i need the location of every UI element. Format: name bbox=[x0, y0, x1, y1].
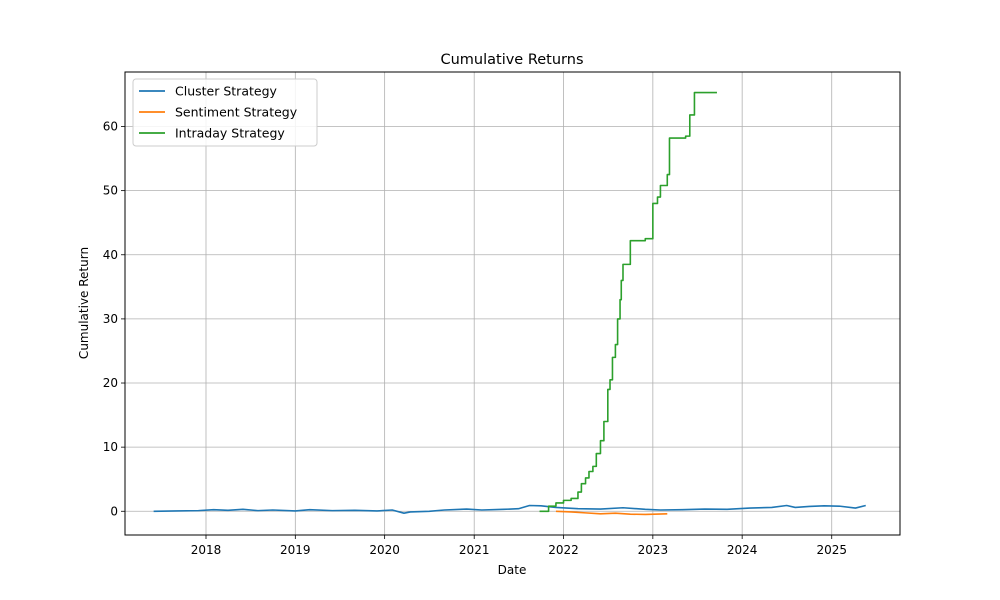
legend-label: Intraday Strategy bbox=[175, 126, 285, 141]
x-tick-label: 2019 bbox=[280, 543, 311, 557]
y-tick-label: 60 bbox=[103, 120, 118, 134]
y-axis-label: Cumulative Return bbox=[77, 247, 91, 359]
series-line-cluster-strategy bbox=[153, 504, 866, 514]
y-ticks: 0 10 20 30 40 50 60 bbox=[103, 120, 125, 518]
y-tick-label: 0 bbox=[110, 504, 118, 518]
x-ticks: 2018 2019 2020 2021 2022 2023 2024 2025 bbox=[191, 535, 847, 557]
legend-box bbox=[132, 78, 318, 147]
series-line-sentiment-strategy bbox=[555, 510, 668, 516]
x-tick-label: 2020 bbox=[369, 543, 400, 557]
series-layer bbox=[153, 91, 866, 516]
y-tick-label: 20 bbox=[103, 376, 118, 390]
legend: Cluster Strategy Sentiment Strategy Intrad… bbox=[132, 78, 318, 147]
plot-frame bbox=[124, 71, 901, 536]
y-tick-label: 50 bbox=[103, 184, 118, 198]
x-tick-label: 2022 bbox=[548, 543, 579, 557]
x-tick-label: 2025 bbox=[816, 543, 847, 557]
x-tick-label: 2021 bbox=[459, 543, 490, 557]
x-axis-label: Date bbox=[498, 563, 527, 577]
y-tick-label: 30 bbox=[103, 312, 118, 326]
chart-title: Cumulative Returns bbox=[440, 52, 583, 68]
x-tick-label: 2023 bbox=[638, 543, 669, 557]
legend-label: Sentiment Strategy bbox=[175, 105, 298, 120]
legend-label: Cluster Strategy bbox=[175, 84, 278, 99]
y-tick-label: 10 bbox=[103, 440, 118, 454]
y-tick-label: 40 bbox=[103, 248, 118, 262]
grid-layer bbox=[125, 72, 900, 535]
series-line-intraday-strategy bbox=[539, 91, 717, 513]
x-tick-label: 2024 bbox=[727, 543, 758, 557]
x-tick-label: 2018 bbox=[191, 543, 222, 557]
